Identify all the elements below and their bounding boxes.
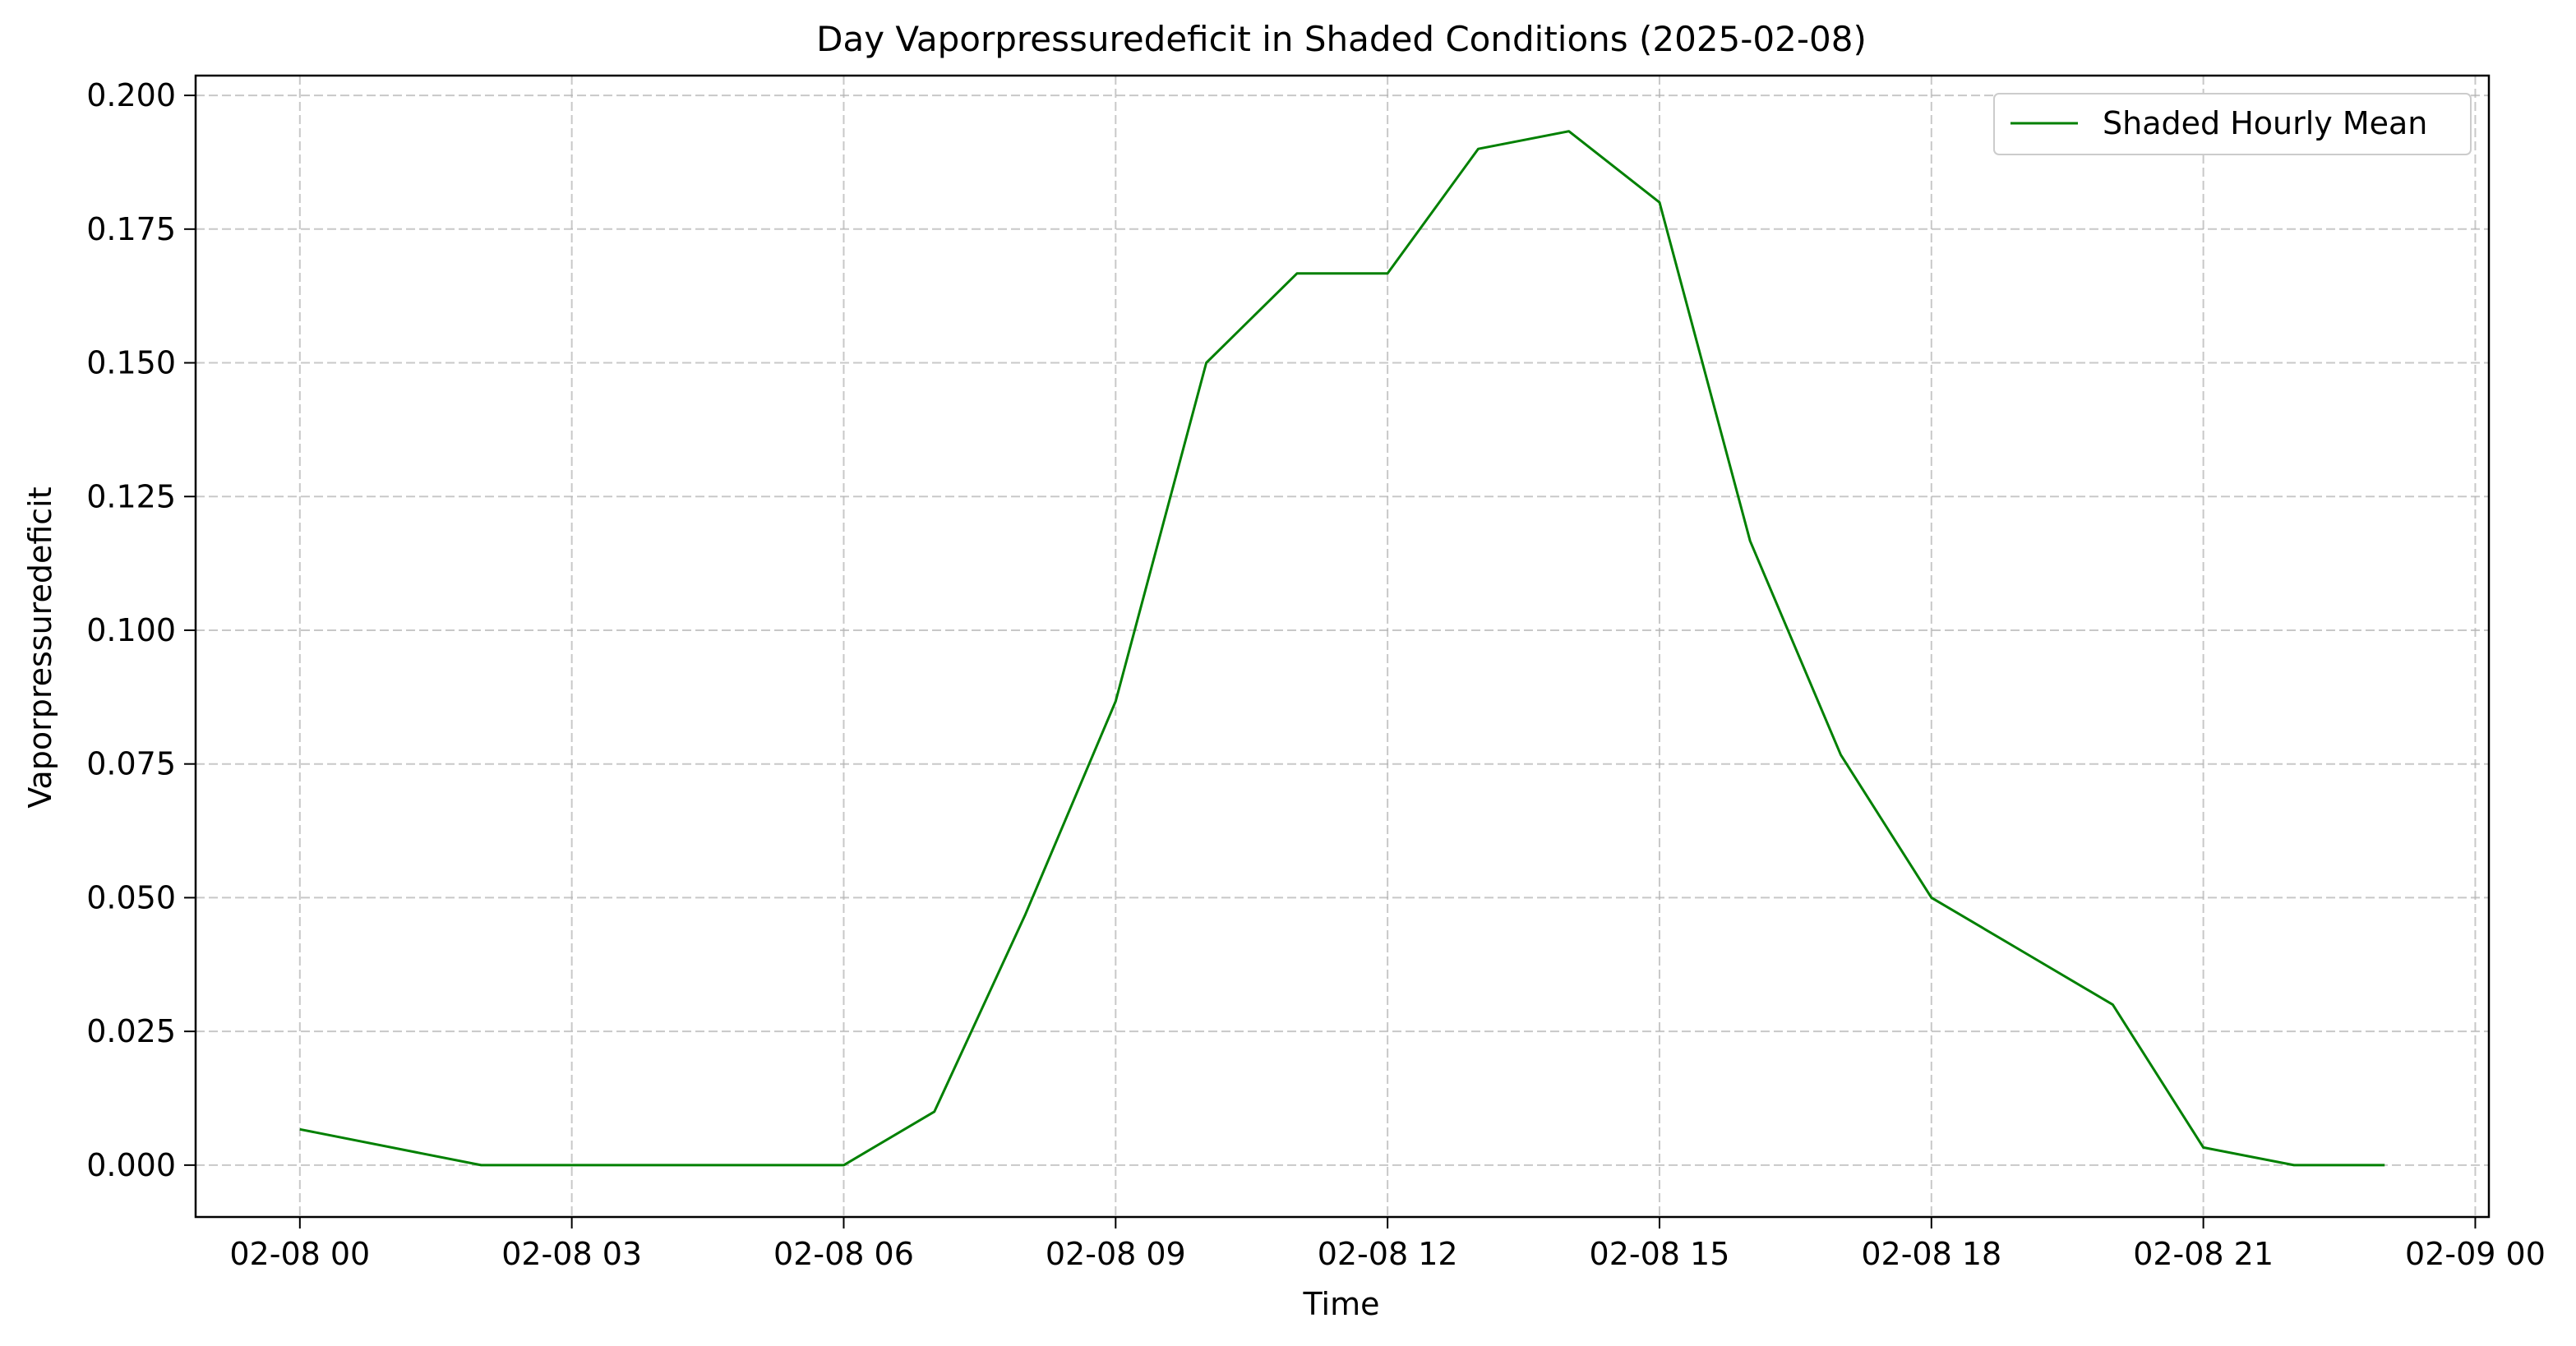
y-tick-label: 0.200 <box>86 77 176 113</box>
legend-box <box>1993 93 2472 155</box>
x-tick-label: 02-08 00 <box>229 1236 370 1272</box>
chart-title: Day Vaporpressuredeficit in Shaded Condi… <box>816 19 1867 59</box>
x-tick-label: 02-09 00 <box>2405 1236 2546 1272</box>
y-tick-label: 0.000 <box>86 1147 176 1183</box>
y-tick-label: 0.075 <box>86 746 176 782</box>
plot-area-frame <box>194 74 2491 1219</box>
y-tick-label: 0.050 <box>86 879 176 915</box>
y-tick-label: 0.150 <box>86 345 176 381</box>
legend: Shaded Hourly Mean <box>1993 93 2472 155</box>
series-lines <box>299 130 2385 1167</box>
x-tick-label: 02-08 06 <box>773 1236 914 1272</box>
y-tick-label: 0.125 <box>86 478 176 514</box>
legend-label: Shaded Hourly Mean <box>2103 105 2427 141</box>
x-tick-label: 02-08 15 <box>1590 1236 1730 1272</box>
y-tick-label: 0.025 <box>86 1013 176 1049</box>
x-tick-label: 02-08 18 <box>1861 1236 2001 1272</box>
x-tick-label: 02-08 21 <box>2133 1236 2274 1272</box>
x-axis-label: Time <box>1303 1286 1380 1322</box>
x-tick-label: 02-08 09 <box>1046 1236 1186 1272</box>
grid <box>196 76 2489 1217</box>
x-tick-label: 02-08 03 <box>501 1236 642 1272</box>
series-line <box>299 130 2385 1167</box>
y-axis: 0.000 0.025 0.050 0.075 0.100 0.125 0.150 0.175… <box>86 77 196 1183</box>
x-axis: 02-08 00 02-08 03 02-08 06 02-08 09 02-08 12… <box>229 1217 2546 1272</box>
y-axis-label: Vaporpressuredeficit <box>22 486 58 808</box>
y-tick-label: 0.100 <box>86 612 176 648</box>
x-tick-label: 02-08 12 <box>1318 1236 1458 1272</box>
y-tick-label: 0.175 <box>86 211 176 247</box>
